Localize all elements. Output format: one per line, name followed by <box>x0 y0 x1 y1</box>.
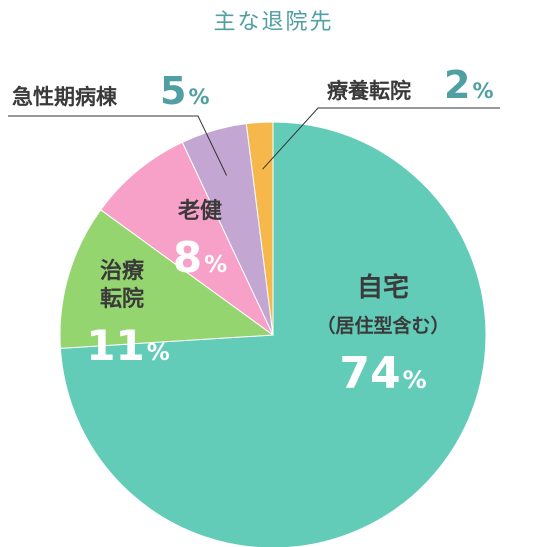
chart-title: 主な退院先 <box>213 10 334 35</box>
pie-slice-1 <box>59 209 275 349</box>
leader-line-3 <box>8 115 228 176</box>
slice-sublabel-0: （居住型含む） <box>316 314 449 337</box>
slice-label-1-line1: 治療 <box>100 258 144 284</box>
slice-value-4: 2% <box>444 63 494 107</box>
slice-label-0: 自宅 <box>357 272 409 303</box>
slice-label-1-line2: 転院 <box>100 286 144 312</box>
slice-label-2: 老健 <box>177 198 222 224</box>
pie-slice-2 <box>99 141 274 336</box>
slice-label-4: 療養転院 <box>327 79 411 103</box>
pie-slice-4 <box>245 121 274 336</box>
slice-value-3: 5% <box>160 69 210 113</box>
slice-value-0: 74% <box>339 348 426 399</box>
slice-value-2: 8% <box>173 233 227 282</box>
slice-value-1: 11% <box>86 321 170 370</box>
slice-label-3: 急性期病棟 <box>12 85 118 109</box>
leader-line-4 <box>262 107 500 170</box>
